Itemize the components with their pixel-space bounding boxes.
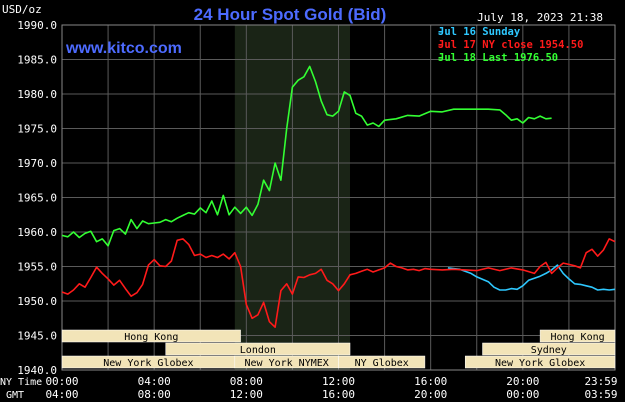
session-label: London: [240, 345, 276, 356]
legend-item-sunday: Jul 16 Sunday: [438, 26, 521, 38]
session-label: New York Globex: [495, 358, 585, 369]
legend-item-ny-close: Jul 17 NY close 1954.50: [438, 39, 583, 51]
y-tick-label: 1985.0: [17, 54, 57, 67]
x-tick-label-ny: 04:00: [138, 375, 171, 388]
legend-bullet-sunday: -: [437, 26, 443, 38]
session-bar: [61, 329, 241, 343]
x-tick-label-gmt: 08:00: [138, 388, 171, 401]
x-tick-label-gmt: 03:59: [584, 388, 617, 401]
y-tick-label: 1950.0: [17, 295, 57, 308]
session-bar: [482, 342, 616, 356]
x-tick-label-ny: 20:00: [506, 375, 539, 388]
x-tick-label-gmt: 20:00: [414, 388, 447, 401]
plot-frame: [61, 24, 616, 371]
session-bar: [539, 329, 616, 343]
y-tick-label: 1980.0: [17, 88, 57, 101]
series-layer: [61, 65, 616, 329]
x-tick-label-gmt: 12:00: [230, 388, 263, 401]
y-tick-label: 1940.0: [17, 364, 57, 377]
session-bar: [464, 355, 616, 369]
y-tick-label: 1955.0: [17, 261, 57, 274]
x-tick-label-ny: 00:00: [45, 375, 78, 388]
x-tick-label-gmt: 00:00: [506, 388, 539, 401]
session-label: Hong Kong: [124, 332, 178, 343]
x-tick-label-ny: 23:59: [584, 375, 617, 388]
session-bar: [338, 355, 426, 369]
series-line-0: [447, 264, 616, 291]
x-tick-label-ny: 16:00: [414, 375, 447, 388]
y-tick-label: 1945.0: [17, 330, 57, 343]
timestamp: July 18, 2023 21:38: [477, 11, 603, 24]
x-axis-ticks: 00:0004:0004:0008:0008:0012:0012:0016:00…: [45, 375, 617, 401]
legend-item-last: Jul 18 Last 1976.50: [438, 52, 558, 64]
legend-bullet-last: -: [437, 52, 443, 64]
brand-watermark: www.kitco.com: [65, 40, 182, 57]
x-tick-label-ny: 12:00: [322, 375, 355, 388]
session-label: New York Globex: [103, 358, 193, 369]
session-bar: [165, 342, 351, 356]
grid-layer: [61, 24, 616, 371]
session-label: NY Globex: [355, 358, 409, 369]
y-tick-label: 1970.0: [17, 157, 57, 170]
x-tick-label-ny: 08:00: [230, 375, 263, 388]
y-axis-ticks: 1940.0 1945.0 1950.0 1955.0 1960.0 1965.0 1970…: [17, 19, 57, 377]
series-line-2: [61, 65, 552, 247]
chart-title: 24 Hour Spot Gold (Bid): [194, 5, 387, 24]
x-tick-label-gmt: 16:00: [322, 388, 355, 401]
series-line-1: [61, 238, 616, 329]
legend-bullet-ny-close: -: [437, 39, 443, 51]
y-tick-label: 1990.0: [17, 19, 57, 32]
x-tick-label-gmt: 04:00: [45, 388, 78, 401]
session-label: New York NYMEX: [245, 358, 329, 369]
gmt-label: GMT: [6, 390, 24, 401]
y-tick-label: 1960.0: [17, 226, 57, 239]
session-label: Hong Kong: [550, 332, 604, 343]
legend: Jul 16 Sunday Jul 17 NY close 1954.50 Ju…: [437, 26, 583, 64]
y-axis-unit: USD/oz: [2, 3, 42, 16]
session-label: Sydney: [531, 345, 567, 356]
y-tick-label: 1975.0: [17, 123, 57, 136]
y-tick-label: 1965.0: [17, 192, 57, 205]
session-bars: Hong Kong Hong Kong London Sydney New York G…: [61, 329, 616, 369]
ny-time-label: NY Time: [0, 377, 42, 388]
